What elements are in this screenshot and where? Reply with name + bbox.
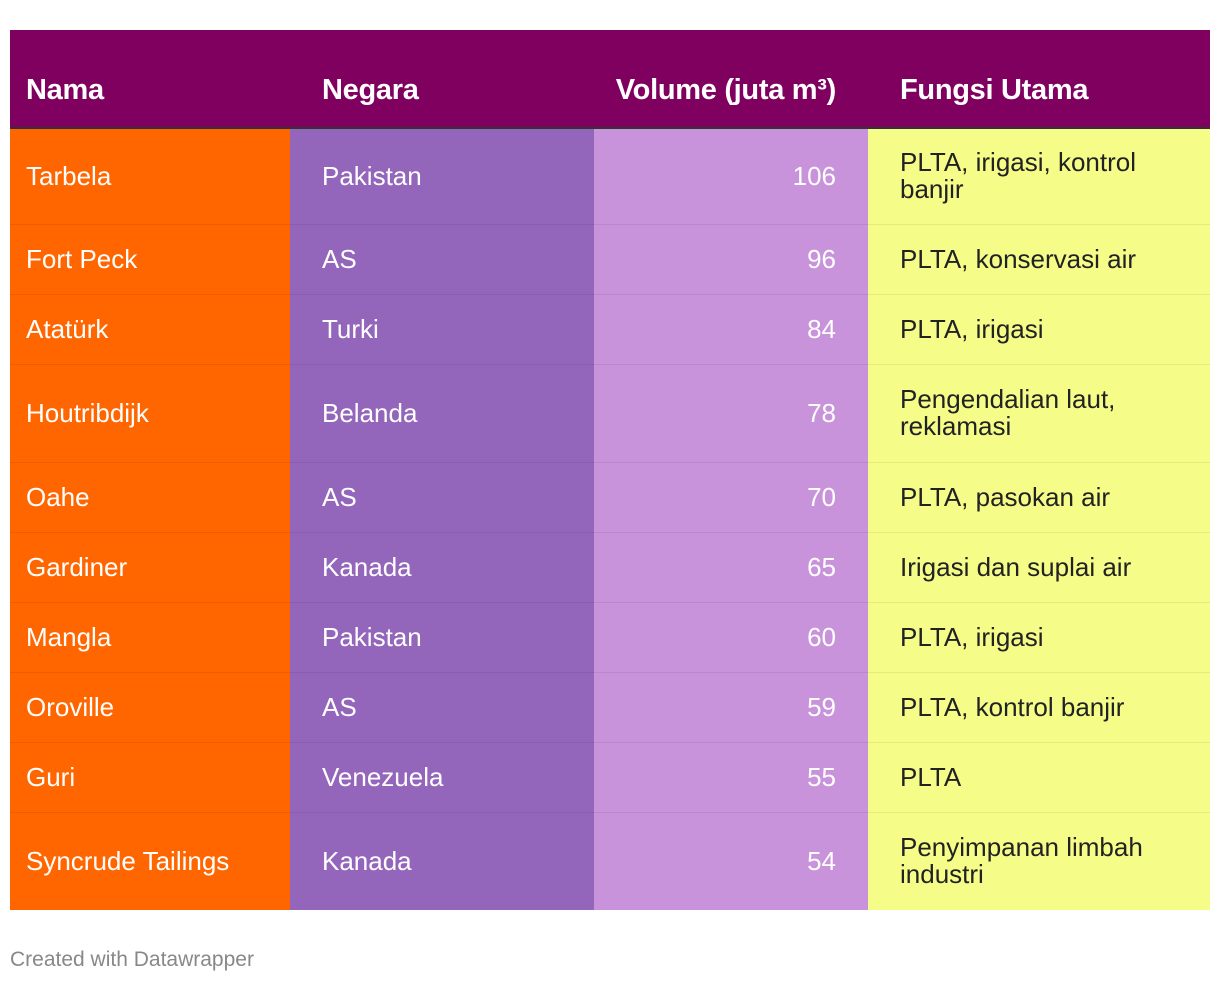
cell-function: PLTA, irigasi, kontrol banjir	[868, 128, 1210, 225]
cell-country: Pakistan	[290, 128, 594, 225]
header-function[interactable]: Fungsi Utama	[868, 30, 1210, 129]
data-table-container: Nama Negara Volume (juta m³) Fungsi Utam…	[10, 30, 1210, 910]
cell-function: PLTA, kontrol banjir	[868, 672, 1210, 743]
cell-volume: 65	[594, 532, 868, 603]
table-header-row: Nama Negara Volume (juta m³) Fungsi Utam…	[10, 30, 1210, 129]
cell-name: Gardiner	[10, 532, 290, 603]
cell-country: Venezuela	[290, 742, 594, 813]
cell-volume: 59	[594, 672, 868, 743]
cell-country: AS	[290, 672, 594, 743]
cell-function: Penyimpanan limbah industri	[868, 812, 1210, 910]
header-name[interactable]: Nama	[10, 30, 290, 129]
cell-function: PLTA, irigasi	[868, 602, 1210, 673]
cell-function: PLTA, irigasi	[868, 294, 1210, 365]
cell-volume: 84	[594, 294, 868, 365]
cell-volume: 106	[594, 128, 868, 225]
table-row: Gardiner Kanada 65 Irigasi dan suplai ai…	[10, 532, 1210, 603]
cell-country: Kanada	[290, 532, 594, 603]
table-row: Guri Venezuela 55 PLTA	[10, 742, 1210, 813]
header-volume[interactable]: Volume (juta m³)	[594, 30, 868, 129]
table-row: Oroville AS 59 PLTA, kontrol banjir	[10, 672, 1210, 743]
table-body: Tarbela Pakistan 106 PLTA, irigasi, kont…	[10, 128, 1210, 910]
cell-country: Pakistan	[290, 602, 594, 673]
dam-table: Nama Negara Volume (juta m³) Fungsi Utam…	[10, 30, 1210, 910]
cell-name: Houtribdijk	[10, 364, 290, 463]
cell-volume: 54	[594, 812, 868, 910]
cell-name: Fort Peck	[10, 224, 290, 295]
cell-name: Syncrude Tailings	[10, 812, 290, 910]
table-row: Fort Peck AS 96 PLTA, konservasi air	[10, 224, 1210, 295]
cell-volume: 96	[594, 224, 868, 295]
cell-name: Guri	[10, 742, 290, 813]
cell-country: Belanda	[290, 364, 594, 463]
cell-country: AS	[290, 462, 594, 533]
cell-country: Kanada	[290, 812, 594, 910]
cell-name: Mangla	[10, 602, 290, 673]
cell-name: Tarbela	[10, 128, 290, 225]
cell-country: Turki	[290, 294, 594, 365]
cell-volume: 70	[594, 462, 868, 533]
table-row: Oahe AS 70 PLTA, pasokan air	[10, 462, 1210, 533]
cell-name: Oahe	[10, 462, 290, 533]
cell-function: Pengendalian laut, reklamasi	[868, 364, 1210, 463]
cell-volume: 55	[594, 742, 868, 813]
datawrapper-credit[interactable]: Created with Datawrapper	[10, 948, 254, 971]
cell-volume: 60	[594, 602, 868, 673]
cell-name: Atatürk	[10, 294, 290, 365]
table-row: Mangla Pakistan 60 PLTA, irigasi	[10, 602, 1210, 673]
table-row: Atatürk Turki 84 PLTA, irigasi	[10, 294, 1210, 365]
cell-function: PLTA, pasokan air	[868, 462, 1210, 533]
header-country[interactable]: Negara	[290, 30, 594, 129]
cell-function: PLTA, konservasi air	[868, 224, 1210, 295]
table-row: Tarbela Pakistan 106 PLTA, irigasi, kont…	[10, 128, 1210, 225]
cell-function: PLTA	[868, 742, 1210, 813]
cell-volume: 78	[594, 364, 868, 463]
cell-function: Irigasi dan suplai air	[868, 532, 1210, 603]
table-row: Houtribdijk Belanda 78 Pengendalian laut…	[10, 364, 1210, 463]
cell-country: AS	[290, 224, 594, 295]
table-row: Syncrude Tailings Kanada 54 Penyimpanan …	[10, 812, 1210, 910]
cell-name: Oroville	[10, 672, 290, 743]
